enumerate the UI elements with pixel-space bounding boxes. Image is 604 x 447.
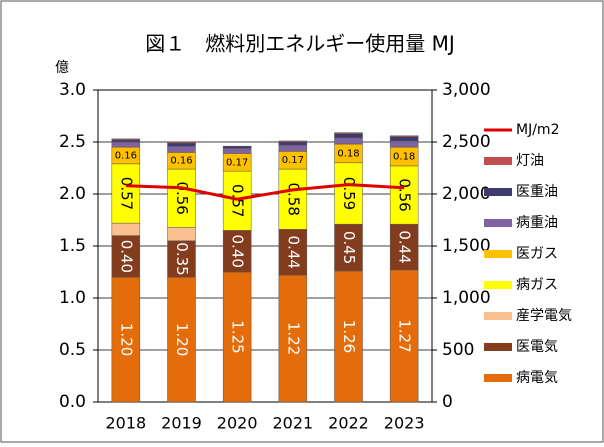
y-tick-label: 0.0	[59, 392, 86, 412]
value-label: 0.18	[393, 152, 415, 163]
value-label: 1.20	[117, 323, 135, 356]
y2-tick-label: 1,500	[442, 236, 491, 256]
value-label: 0.16	[115, 151, 137, 162]
x-tick-label: 2023	[384, 414, 425, 433]
bar-segment	[278, 274, 308, 403]
bar-segment	[167, 168, 196, 228]
legend-label: 医重油	[516, 184, 558, 200]
value-label: 0.40	[117, 240, 135, 273]
value-label: 1.20	[173, 323, 191, 356]
value-label: 1.25	[229, 320, 247, 353]
bar-segment	[167, 142, 196, 147]
y2-tick-label: 500	[442, 340, 474, 360]
legend-label: 病重油	[516, 215, 558, 231]
y2-tick-label: 2,000	[442, 184, 491, 204]
legend-swatch	[484, 343, 512, 351]
value-label: 0.44	[284, 236, 302, 269]
legend-label: 医ガス	[516, 246, 558, 262]
bar-segment	[167, 145, 196, 153]
bar-segment	[222, 230, 252, 273]
legend-swatch	[484, 250, 512, 258]
value-label: 0.44	[396, 230, 414, 263]
x-tick-label: 2021	[272, 414, 313, 433]
bar-segment	[167, 276, 196, 403]
legend-label: 産学電気	[516, 308, 572, 324]
y-tick-label: 1.5	[59, 236, 86, 256]
y2-tick-label: 2,500	[442, 132, 491, 152]
y-tick-label: 1.0	[59, 288, 86, 308]
legend-label: 医電気	[516, 339, 558, 355]
legend-swatch	[484, 219, 512, 227]
legend-label: 灯油	[516, 153, 544, 169]
y2-tick-label: 0	[442, 392, 453, 412]
y-tick-label: 3.0	[59, 80, 86, 100]
value-label: 0.45	[340, 231, 358, 264]
legend-swatch	[484, 374, 512, 382]
x-tick-label: 2018	[105, 414, 146, 433]
value-label: 0.59	[340, 177, 358, 210]
value-label: 0.57	[117, 177, 135, 210]
bar-segment	[334, 137, 363, 145]
value-label: 1.26	[340, 320, 358, 353]
legend-label: 病ガス	[516, 277, 558, 293]
y2-tick-label: 3,000	[442, 80, 491, 100]
bar-segment	[334, 132, 363, 134]
value-label: 0.17	[226, 157, 248, 168]
y-tick-label: 2.0	[59, 184, 86, 204]
bar-segment	[389, 140, 419, 148]
legend-label: MJ/m2	[516, 122, 559, 138]
value-label: 0.56	[396, 178, 414, 211]
x-tick-label: 2020	[217, 414, 258, 433]
legend-swatch	[484, 312, 512, 320]
line	[125, 183, 405, 201]
value-label: 0.40	[229, 234, 247, 267]
y-tick-label: 2.5	[59, 132, 86, 152]
value-label: 1.22	[284, 322, 302, 355]
bar-segment	[389, 165, 419, 225]
y2-tick-label: 1,000	[442, 288, 491, 308]
value-label: 0.18	[337, 148, 359, 159]
legend-swatch	[484, 281, 512, 289]
bar-segment	[222, 271, 252, 403]
x-tick-label: 2022	[328, 414, 369, 433]
value-label: 0.17	[282, 155, 304, 166]
bar-segment	[222, 145, 252, 149]
legend-swatch	[484, 157, 512, 165]
bar-segment	[389, 136, 419, 142]
bar-segment	[389, 135, 419, 138]
bar-segment	[334, 270, 363, 403]
y-unit: 億	[55, 60, 69, 76]
value-label: 0.16	[170, 156, 192, 167]
bar-segment	[111, 141, 141, 148]
bar-segment	[167, 141, 196, 144]
legend-label: 病電気	[516, 370, 558, 386]
bar-segment	[389, 269, 419, 403]
bar-segment	[334, 133, 363, 139]
legend-swatch	[484, 188, 512, 196]
bar-segment	[278, 140, 308, 143]
bar-segment	[278, 141, 308, 146]
bar-segment	[111, 163, 141, 224]
bar-segment	[334, 223, 363, 272]
bar-segment	[111, 139, 141, 143]
bar-segment	[167, 240, 196, 278]
value-label: 1.27	[396, 319, 414, 352]
value-label: 0.57	[229, 184, 247, 217]
bar-segment	[111, 222, 141, 236]
bar-segment	[278, 144, 308, 152]
x-tick-label: 2019	[161, 414, 202, 433]
bar-segment	[167, 227, 196, 242]
bar-segment	[334, 162, 363, 225]
bar-segment	[111, 138, 141, 141]
chart-title: 図１ 燃料別エネルギー使用量 MJ	[145, 32, 455, 56]
bar-segment	[222, 147, 252, 154]
bar-segment	[222, 170, 252, 231]
value-label: 0.35	[173, 242, 191, 275]
value-label: 0.58	[284, 182, 302, 215]
y-tick-label: 0.5	[59, 340, 86, 360]
